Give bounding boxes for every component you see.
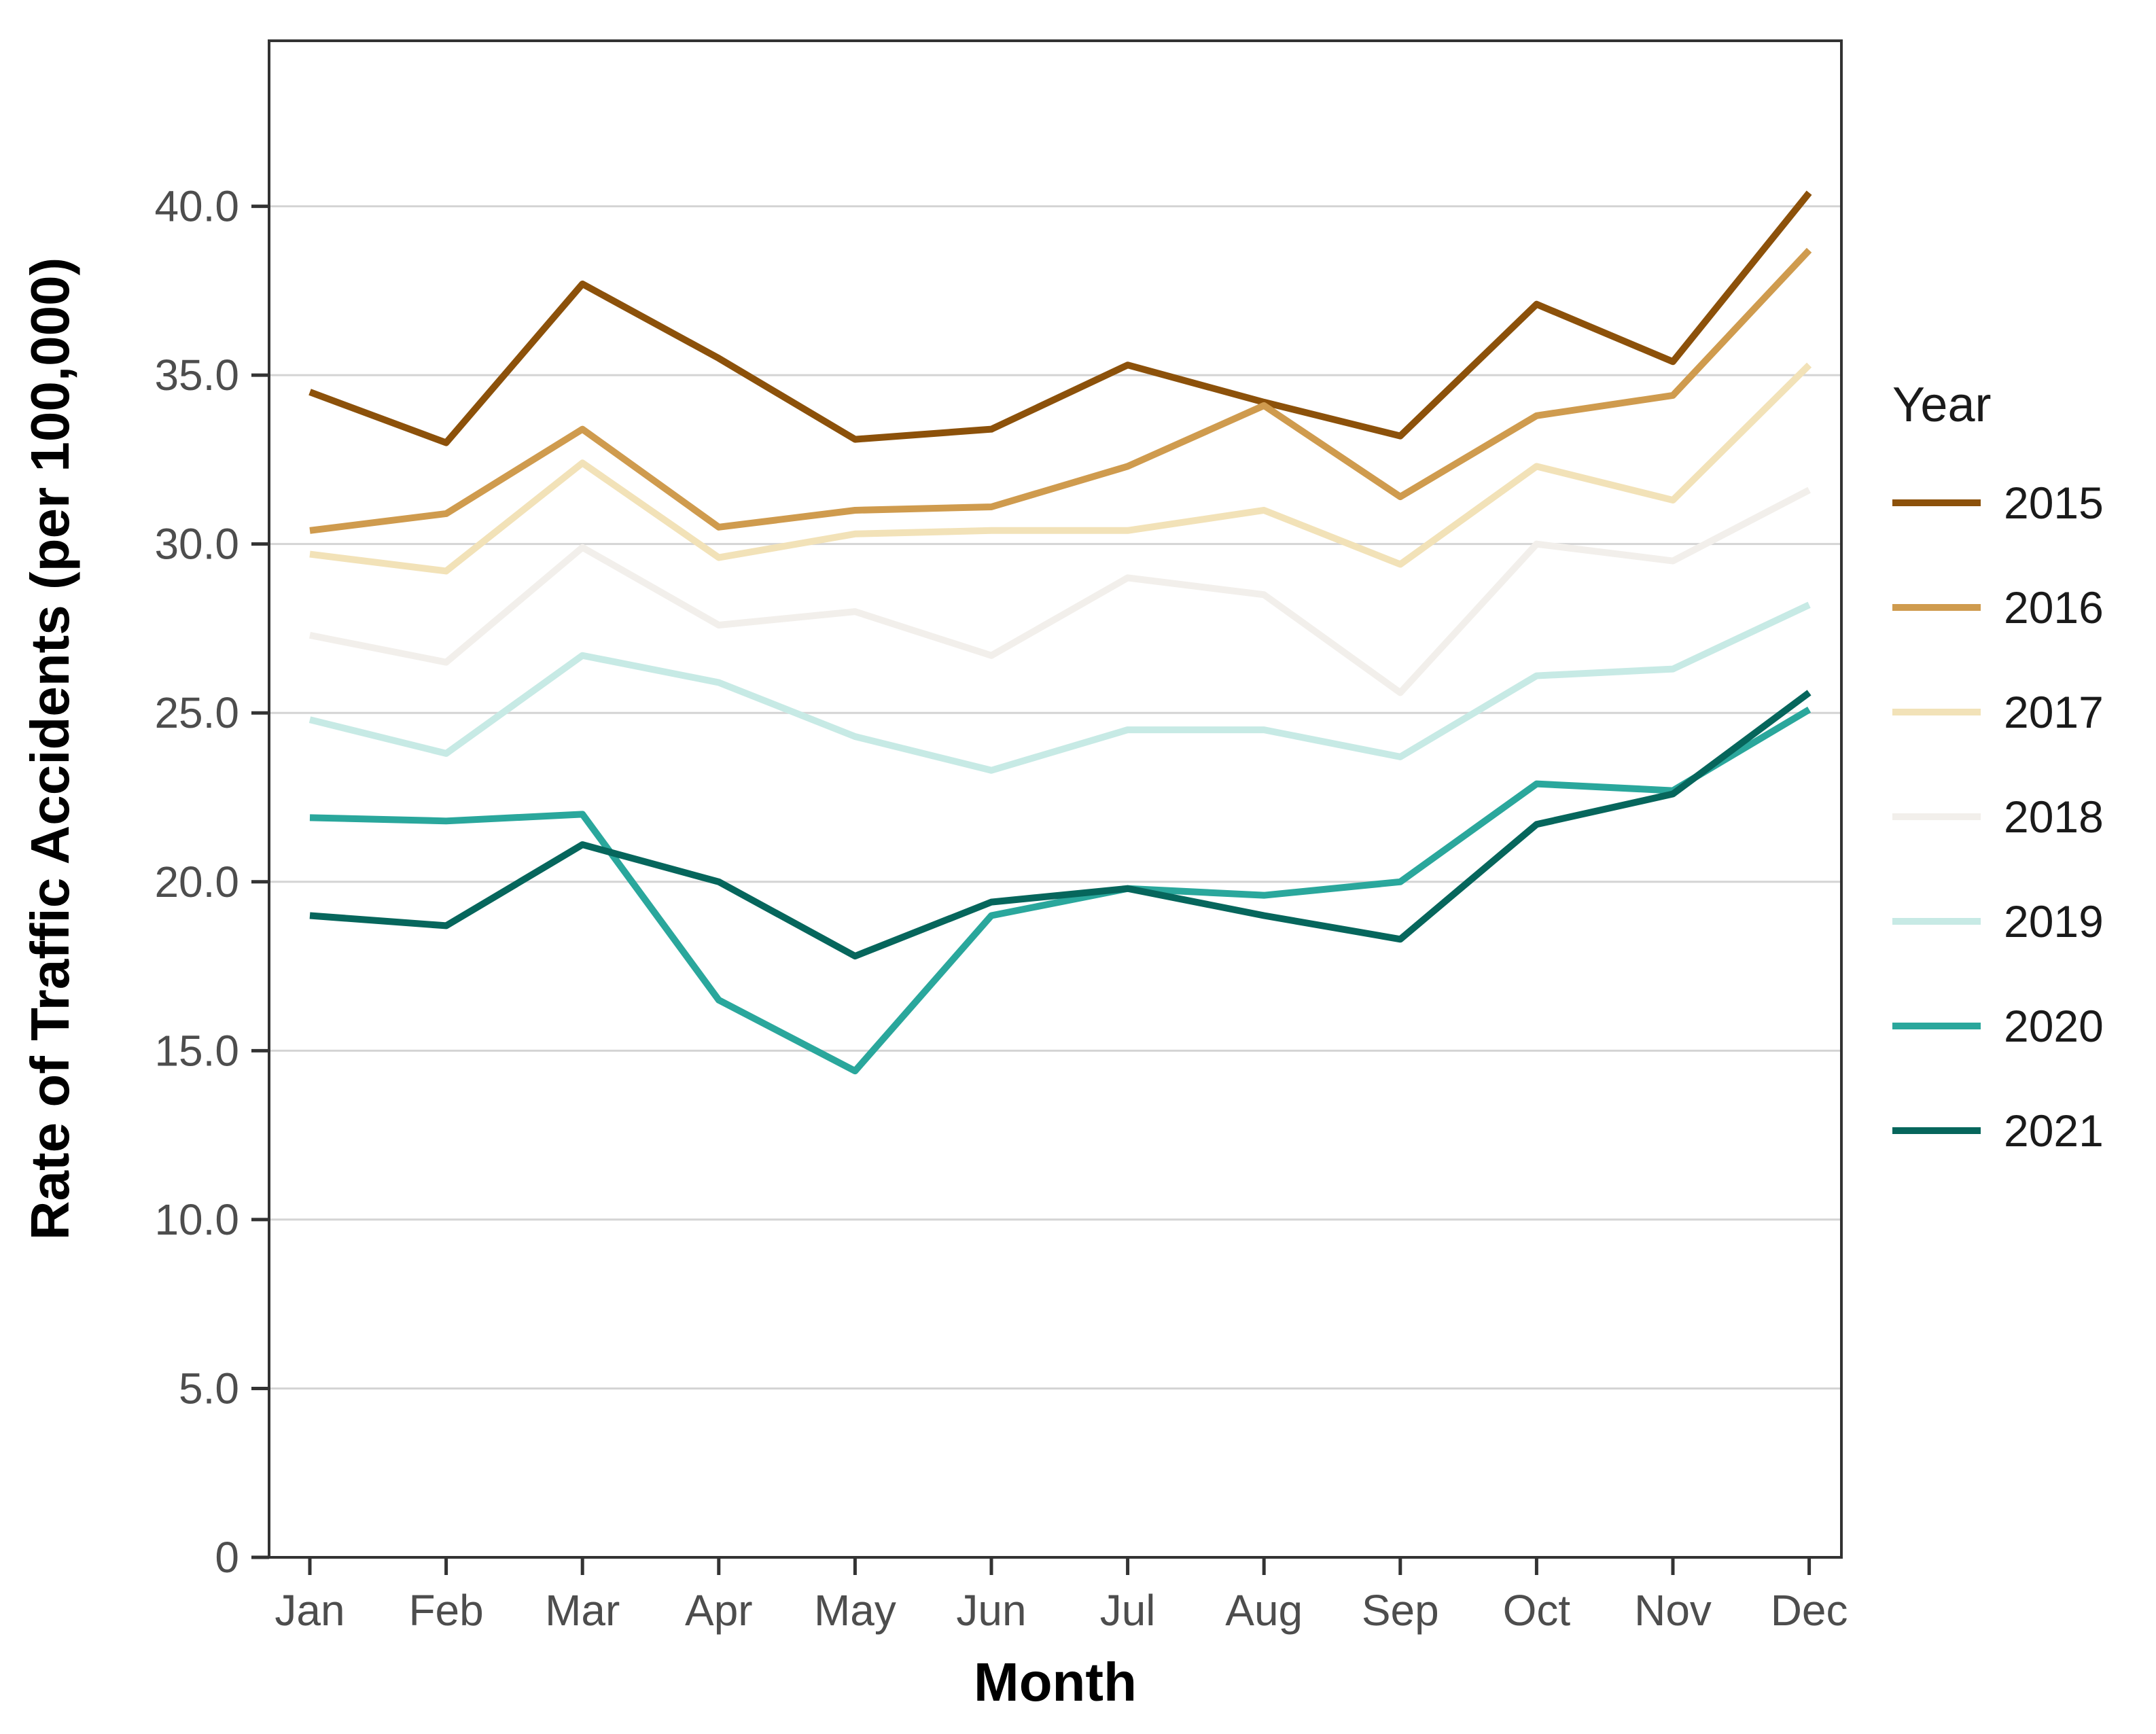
y-tick-label: 25.0 xyxy=(154,688,239,737)
legend-swatch-2017 xyxy=(1892,709,1981,715)
series-line-2017 xyxy=(309,362,1812,575)
x-tick-label: Dec xyxy=(1771,1586,1848,1635)
x-axis-title: Month xyxy=(974,1652,1137,1712)
x-tick-label: Jun xyxy=(956,1586,1026,1635)
x-tick-label: Apr xyxy=(685,1586,753,1635)
legend-entry-2019: 2019 xyxy=(1892,899,2104,944)
legend-entry-label: 2017 xyxy=(2004,687,2104,737)
series-line-2019 xyxy=(308,601,1811,774)
y-tick-label: 20.0 xyxy=(154,857,239,906)
legend-swatch-2016 xyxy=(1892,604,1981,611)
legend-entry-label: 2015 xyxy=(2004,478,2104,528)
legend-swatch-2015 xyxy=(1892,499,1981,506)
legend-swatch-2021 xyxy=(1892,1127,1981,1134)
y-tick-label: 40.0 xyxy=(154,182,239,231)
legend-entry-label: 2019 xyxy=(2004,896,2104,946)
y-tick-label: 30.0 xyxy=(154,520,239,569)
x-tick-label: Mar xyxy=(545,1586,620,1635)
legend-entry-2021: 2021 xyxy=(1892,1108,2104,1153)
legend-entries: 2015 2016 2017 2018 2019 2020 2021 xyxy=(1892,480,2104,1213)
y-tick-label: 35.0 xyxy=(154,351,239,400)
legend-entry-2016: 2016 xyxy=(1892,585,2104,630)
legend-entry-label: 2021 xyxy=(2004,1105,2104,1156)
y-tick-label: 10.0 xyxy=(154,1195,239,1244)
x-tick-label: Jul xyxy=(1100,1586,1156,1635)
y-tick-label: 5.0 xyxy=(179,1364,239,1413)
x-tick-label: May xyxy=(814,1586,896,1635)
legend-title: Year xyxy=(1892,378,1992,432)
series-line-2018 xyxy=(309,486,1811,696)
series-line-2021 xyxy=(309,690,1812,960)
y-axis-title: Rate of Traffic Accidents (per 100,000) xyxy=(20,257,80,1241)
legend-entry-2018: 2018 xyxy=(1892,794,2104,839)
x-tick-label: Jan xyxy=(275,1586,344,1635)
x-tick-label: Feb xyxy=(408,1586,483,1635)
series-line-2020 xyxy=(309,706,1812,1075)
x-tick-label: Aug xyxy=(1225,1586,1303,1635)
legend-entry-label: 2018 xyxy=(2004,792,2104,842)
series-line-2016 xyxy=(309,247,1812,534)
x-tick-label: Oct xyxy=(1503,1586,1571,1635)
legend-swatch-2018 xyxy=(1892,813,1981,820)
y-tick-label: 15.0 xyxy=(154,1026,239,1075)
legend-entry-label: 2020 xyxy=(2004,1001,2104,1051)
y-tick-label: 0 xyxy=(215,1533,239,1582)
legend-entry-label: 2016 xyxy=(2004,582,2104,633)
x-tick-label: Nov xyxy=(1634,1586,1712,1635)
panel-border xyxy=(268,39,1843,1559)
series-line-2015 xyxy=(308,190,1812,446)
legend-entry-2015: 2015 xyxy=(1892,480,2104,525)
legend-entry-2020: 2020 xyxy=(1892,1004,2104,1048)
legend-swatch-2020 xyxy=(1892,1023,1981,1029)
x-tick-label: Sep xyxy=(1362,1586,1439,1635)
legend-swatch-2019 xyxy=(1892,918,1981,925)
legend: Year 2015 2016 2017 2018 2019 2020 2021 xyxy=(1892,377,2104,1213)
legend-entry-2017: 2017 xyxy=(1892,690,2104,735)
